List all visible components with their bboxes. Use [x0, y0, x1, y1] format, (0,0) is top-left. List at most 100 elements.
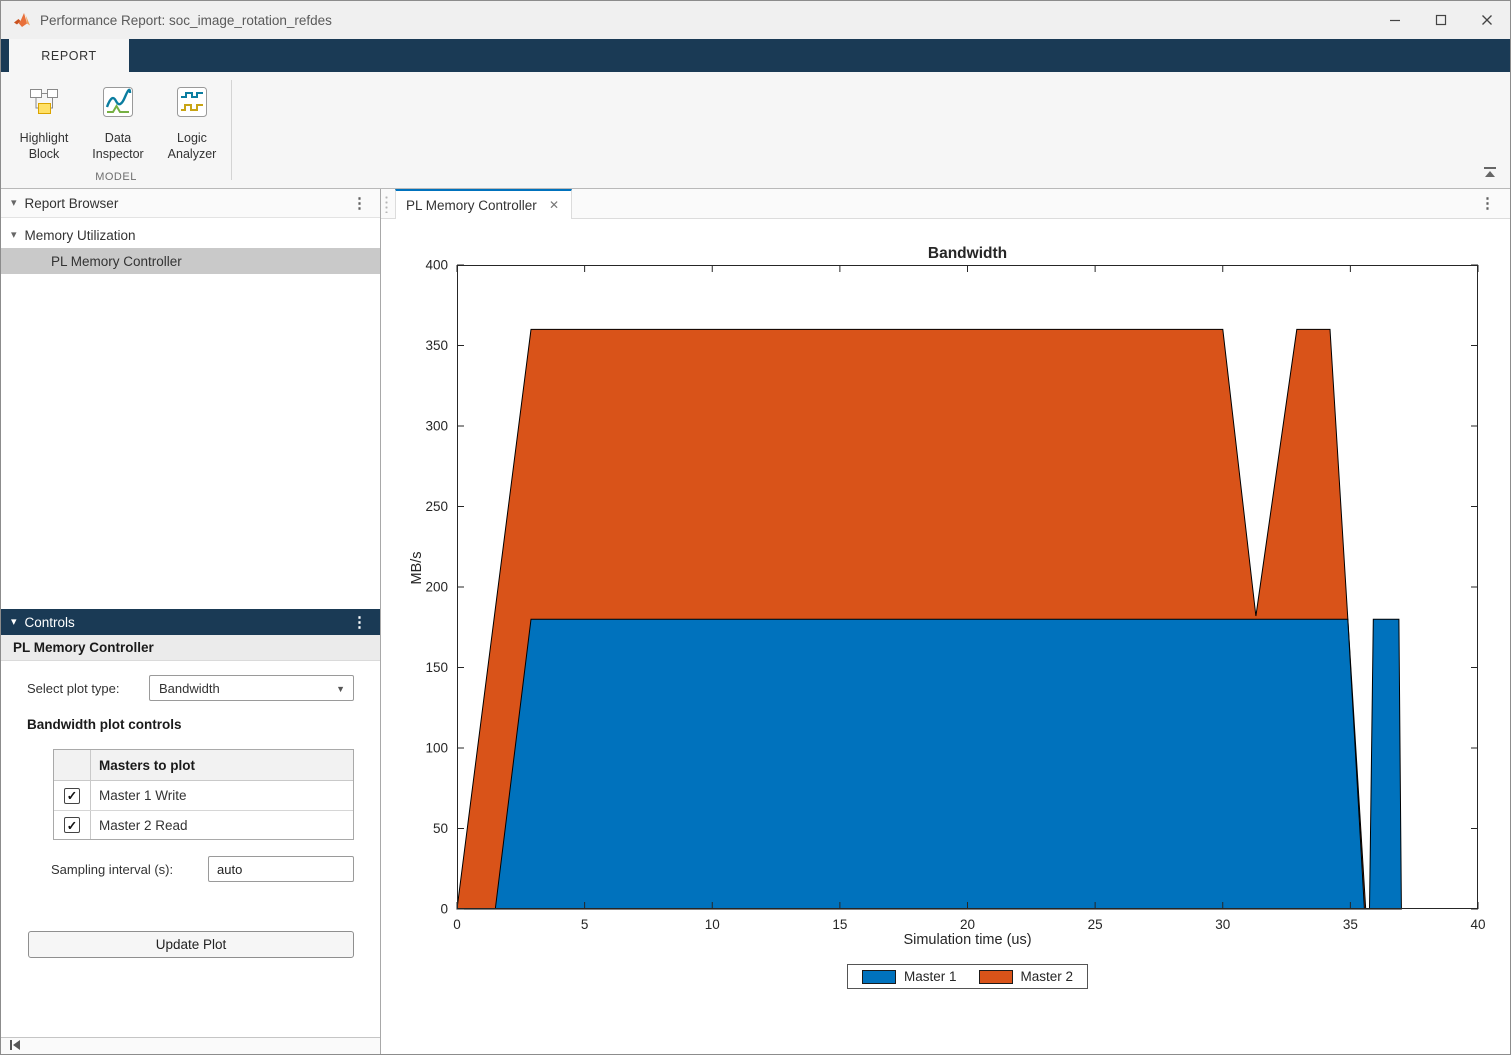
tab-drag-handle[interactable]	[384, 195, 389, 213]
report-tree: ▾ Memory Utilization PL Memory Controlle…	[1, 222, 380, 274]
check-icon: ✓	[66, 789, 78, 803]
tab-report[interactable]: REPORT	[9, 39, 129, 72]
plot-type-dropdown[interactable]: Bandwidth ▼	[149, 675, 354, 701]
window-controls	[1372, 1, 1510, 39]
report-browser-title: Report Browser	[24, 195, 119, 211]
check-icon: ✓	[66, 818, 78, 833]
report-browser-header[interactable]: ▾ Report Browser ⋮	[1, 189, 380, 218]
highlight-block-icon	[26, 84, 62, 123]
bandwidth-controls-title: Bandwidth plot controls	[27, 717, 182, 732]
svg-text:50: 50	[433, 821, 448, 836]
svg-text:30: 30	[1215, 917, 1230, 932]
table-header-checkbox-cell	[54, 750, 91, 780]
tree-item-pl-memory-controller[interactable]: PL Memory Controller	[1, 248, 380, 274]
collapse-caret-icon[interactable]: ▾	[11, 196, 17, 209]
svg-text:0: 0	[453, 917, 461, 932]
checkbox-cell: ✓	[54, 811, 91, 839]
maximize-button[interactable]	[1418, 1, 1464, 39]
collapse-ribbon-button[interactable]	[1480, 164, 1500, 182]
collapse-caret-icon[interactable]: ▾	[11, 615, 17, 628]
close-button[interactable]	[1464, 1, 1510, 39]
plot-type-label: Select plot type:	[27, 681, 120, 696]
update-plot-button[interactable]: Update Plot	[28, 931, 354, 958]
table-cell-label: Master 1 Write	[99, 788, 187, 803]
tree-item-label: Memory Utilization	[24, 227, 136, 243]
titlebar: Performance Report: soc_image_rotation_r…	[1, 1, 1510, 39]
svg-text:35: 35	[1343, 917, 1358, 932]
data-inspector-button[interactable]: Data Inspector	[83, 80, 153, 167]
document-area: PL Memory Controller ✕ ⋮ 0 5 10 15 20 25 30 35 4…	[381, 189, 1510, 1054]
highlight-block-button[interactable]: Highlight Block	[9, 80, 79, 167]
tab-label: PL Memory Controller	[406, 197, 537, 213]
tool-label: Data Inspector	[92, 131, 144, 162]
controls-menu-icon[interactable]: ⋮	[352, 614, 367, 631]
logic-analyzer-button[interactable]: Logic Analyzer	[157, 80, 227, 167]
plot-type-value: Bandwidth	[159, 680, 220, 696]
document-tab-bar: PL Memory Controller ✕ ⋮	[381, 189, 1510, 219]
svg-text:10: 10	[705, 917, 720, 932]
table-cell-label: Master 2 Read	[99, 817, 188, 833]
legend-item-master-2: Master 2	[978, 969, 1074, 984]
bandwidth-chart: 0 5 10 15 20 25 30 35 40 0 50 100 150 200 250 300 350 400…	[381, 219, 1510, 1054]
matlab-logo-icon	[13, 11, 31, 29]
ribbon-tab-bar: REPORT	[1, 39, 1510, 72]
svg-text:5: 5	[581, 917, 589, 932]
report-browser-menu-icon[interactable]: ⋮	[352, 195, 367, 212]
logic-analyzer-icon	[174, 84, 210, 123]
controls-panel-title: Controls	[24, 614, 75, 630]
tree-item-label: PL Memory Controller	[51, 253, 182, 269]
legend-swatch-master-2	[978, 969, 1013, 984]
svg-text:0: 0	[440, 902, 448, 917]
masters-to-plot-table: Masters to plot ✓ Master 1 Write ✓	[53, 749, 354, 840]
checkbox-cell: ✓	[54, 781, 91, 810]
table-row: ✓ Master 2 Read	[54, 810, 353, 839]
table-row: ✓ Master 1 Write	[54, 781, 353, 810]
svg-text:15: 15	[832, 917, 847, 932]
svg-text:40: 40	[1470, 917, 1485, 932]
svg-text:25: 25	[1088, 917, 1103, 932]
master-2-read-checkbox[interactable]: ✓	[64, 817, 80, 833]
svg-text:20: 20	[960, 917, 975, 932]
collapse-panel-icon[interactable]	[9, 1039, 22, 1054]
svg-text:300: 300	[425, 419, 448, 434]
svg-text:150: 150	[425, 660, 448, 675]
chart-legend: Master 1 Master 2	[846, 964, 1089, 989]
svg-text:350: 350	[425, 338, 448, 353]
tree-caret-icon[interactable]: ▾	[11, 228, 17, 241]
legend-label: Master 1	[903, 969, 957, 984]
tab-pl-memory-controller[interactable]: PL Memory Controller ✕	[395, 189, 572, 219]
tree-item-memory-utilization[interactable]: ▾ Memory Utilization	[1, 222, 380, 248]
area-master-1-write	[494, 618, 1402, 910]
controls-subtitle: PL Memory Controller	[1, 635, 380, 661]
minimize-button[interactable]	[1372, 1, 1418, 39]
window-title: Performance Report: soc_image_rotation_r…	[40, 12, 332, 28]
master-1-write-checkbox[interactable]: ✓	[64, 787, 80, 804]
legend-label: Master 2	[1020, 969, 1074, 984]
model-group-label: MODEL	[95, 171, 137, 183]
left-panel: ▾ Report Browser ⋮ ▾ Memory Utilization …	[1, 189, 381, 1054]
sampling-interval-input[interactable]	[208, 856, 354, 882]
svg-text:200: 200	[425, 580, 448, 595]
svg-text:250: 250	[425, 499, 448, 514]
workspace: ▾ Report Browser ⋮ ▾ Memory Utilization …	[1, 189, 1510, 1054]
table-header-label: Masters to plot	[99, 757, 196, 773]
tool-label: Logic Analyzer	[167, 131, 217, 162]
chevron-down-icon: ▼	[336, 684, 345, 694]
chart-title: Bandwidth	[927, 245, 1008, 262]
controls-panel-header[interactable]: ▾ Controls ⋮	[1, 609, 380, 635]
table-header-row: Masters to plot	[54, 750, 353, 781]
sampling-interval-label: Sampling interval (s):	[51, 862, 174, 877]
toolbar-group-separator	[231, 80, 232, 180]
ribbon-toolbar: Highlight Block Data Inspector Logic A	[1, 72, 1510, 189]
legend-swatch-master-1	[861, 969, 896, 984]
legend-container: Master 1 Master 2	[457, 964, 1478, 989]
svg-text:400: 400	[425, 258, 448, 273]
panel-bottom-strip	[1, 1037, 380, 1054]
legend-item-master-1: Master 1	[861, 969, 957, 984]
tab-close-icon[interactable]: ✕	[548, 198, 559, 212]
chart-ylabel: MB/s	[409, 551, 425, 585]
tabbar-menu-icon[interactable]: ⋮	[1480, 195, 1495, 212]
svg-text:100: 100	[425, 741, 448, 756]
